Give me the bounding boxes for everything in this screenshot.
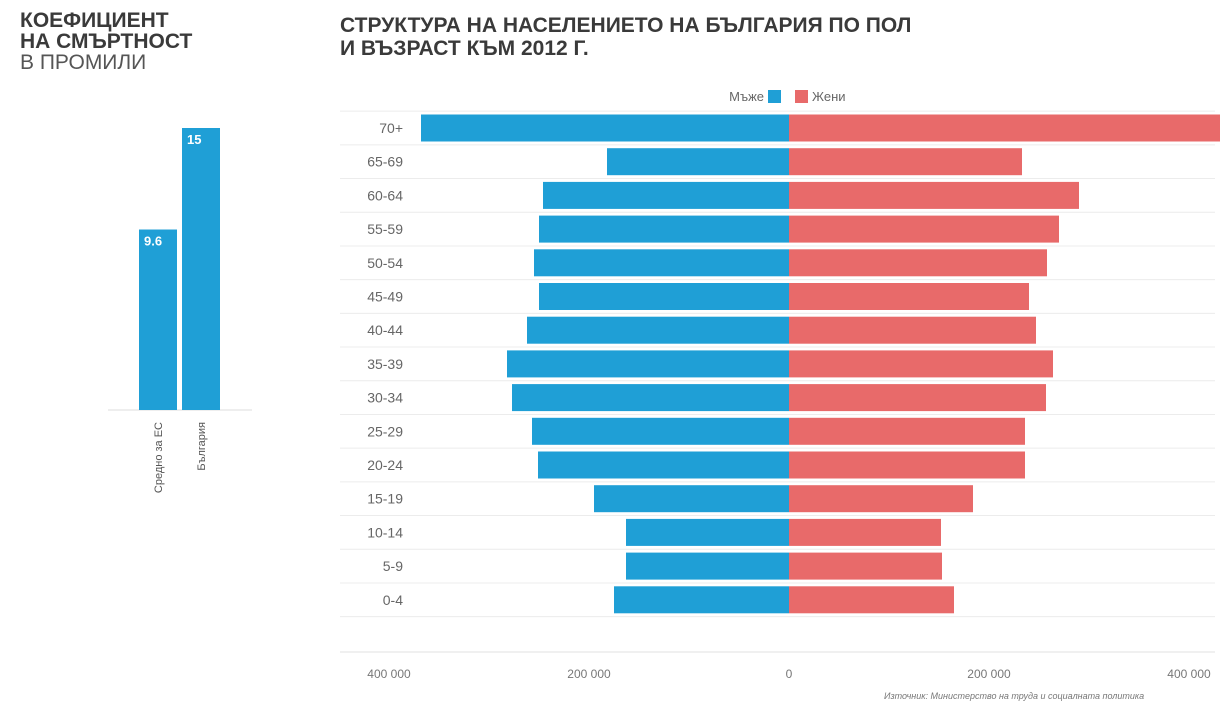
mortality-title: КОЕФИЦИЕНТ НА СМЪРТНОСТ В ПРОМИЛИ [20,10,192,73]
male-bar [594,485,789,513]
mortality-value-label: 9.6 [144,234,162,249]
pyramid-title-line2: И ВЪЗРАСТ КЪМ 2012 Г. [340,37,589,60]
female-bar [789,518,941,546]
female-bar [789,552,942,580]
legend-male-label: Мъже [729,89,764,104]
legend-female-label: Жени [812,89,846,104]
x-tick-label: 200 000 [967,667,1011,681]
x-tick-label: 400 000 [1167,667,1211,681]
pyramid-title-line1: СТРУКТУРА НА НАСЕЛЕНИЕТО НА БЪЛГАРИЯ ПО … [340,14,912,37]
female-bar [789,350,1053,378]
male-bar [421,114,789,142]
x-tick-label: 400 000 [367,667,411,681]
legend-female-swatch [795,90,808,103]
age-label: 45-49 [367,289,403,305]
female-bar [789,181,1079,209]
age-label: 40-44 [367,322,403,338]
mortality-value-label: 15 [187,132,201,147]
mortality-subtitle: В ПРОМИЛИ [20,51,147,74]
age-label: 55-59 [367,221,403,237]
female-bar [789,215,1059,243]
mortality-bar-1 [182,128,220,410]
age-label: 10-14 [367,524,403,540]
male-bar [626,518,789,546]
female-bar [789,384,1046,412]
age-label: 30-34 [367,390,403,406]
female-bar [789,148,1022,176]
source-note: Източник: Министерство на труда и социал… [884,691,1145,701]
male-bar [527,316,789,344]
age-label: 25-29 [367,423,403,439]
female-bar [789,316,1036,344]
female-bar [789,451,1025,479]
age-label: 5-9 [383,558,403,574]
age-label: 20-24 [367,457,403,473]
female-bar [789,249,1047,277]
male-bar [538,451,789,479]
male-bar [607,148,789,176]
male-bar [626,552,789,580]
x-tick-label: 0 [786,667,793,681]
age-label: 0-4 [383,592,403,608]
age-label: 50-54 [367,255,403,271]
age-label: 70+ [379,120,403,136]
x-tick-label: 200 000 [567,667,611,681]
male-bar [512,384,789,412]
female-bar [789,283,1029,310]
male-bar [507,350,789,378]
female-bar [789,485,973,513]
male-bar [539,283,789,310]
mortality-bar-0 [139,229,177,410]
male-bar [532,417,789,445]
pyramid-title: СТРУКТУРА НА НАСЕЛЕНИЕТО НА БЪЛГАРИЯ ПО … [340,14,911,60]
age-label: 15-19 [367,491,403,507]
age-label: 65-69 [367,154,403,170]
age-label: 60-64 [367,187,403,203]
mortality-category-label: България [196,422,208,471]
age-label: 35-39 [367,356,403,372]
female-bar [789,114,1220,142]
female-bar [789,417,1025,445]
legend-male-swatch [768,90,781,103]
mortality-title-line2: НА СМЪРТНОСТ [20,30,193,53]
male-bar [534,249,789,277]
female-bar [789,586,954,614]
male-bar [539,215,789,243]
male-bar [543,181,789,209]
mortality-category-label: Средно за ЕС [153,422,165,493]
male-bar [614,586,789,614]
mortality-title-line1: КОЕФИЦИЕНТ [20,9,169,32]
